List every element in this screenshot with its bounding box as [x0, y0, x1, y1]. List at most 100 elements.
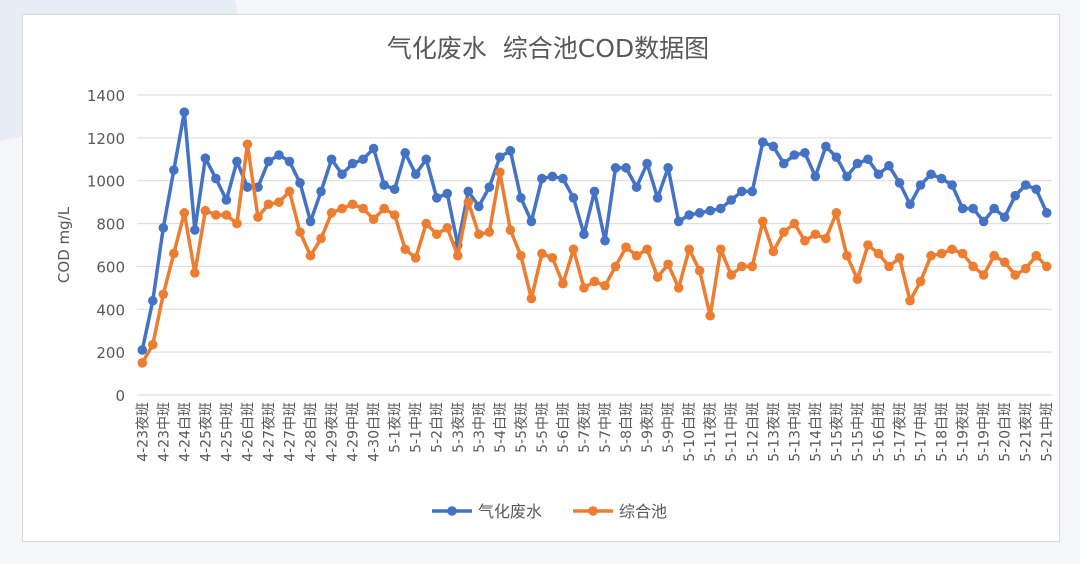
- x-tick-label: 5-13夜班: [766, 402, 782, 462]
- data-point: [999, 212, 1010, 222]
- data-point: [495, 167, 505, 177]
- x-tick-label: 4-25夜班: [198, 402, 214, 462]
- data-point: [410, 253, 421, 263]
- y-tick-label: 600: [96, 258, 125, 276]
- x-tick-label: 5-15中班: [850, 402, 866, 462]
- y-tick-label: 800: [96, 216, 125, 234]
- data-point: [421, 218, 432, 229]
- data-point: [621, 242, 631, 252]
- data-point: [863, 240, 873, 250]
- x-tick-label: 5-12白班: [745, 402, 761, 462]
- data-point: [347, 158, 358, 169]
- data-point: [431, 193, 442, 203]
- data-point: [274, 197, 284, 207]
- data-point: [631, 250, 642, 261]
- data-point: [526, 293, 537, 304]
- x-tick-label: 4-24白班: [177, 402, 193, 462]
- data-point: [947, 180, 957, 190]
- data-point: [694, 265, 705, 276]
- data-point: [558, 278, 568, 289]
- x-tick-label: 5-20白班: [998, 402, 1014, 462]
- data-point: [316, 186, 326, 197]
- x-tick-label: 5-13中班: [787, 402, 803, 462]
- x-tick-label: 4-23夜班: [135, 402, 151, 462]
- data-point: [736, 186, 747, 197]
- data-point: [905, 295, 915, 306]
- data-point: [842, 171, 852, 182]
- series-line: [140, 142, 1048, 364]
- y-tick-label: 400: [96, 301, 125, 319]
- x-tick-label: 5-5夜班: [514, 402, 530, 453]
- data-point: [989, 250, 999, 261]
- x-tick-label: 5-5中班: [535, 402, 551, 453]
- data-point: [768, 141, 779, 152]
- x-tick-label: 5-3中班: [472, 402, 488, 453]
- data-point: [484, 227, 495, 237]
- data-point: [1010, 270, 1020, 280]
- data-point: [736, 261, 747, 272]
- data-point: [663, 259, 673, 270]
- data-point: [169, 165, 179, 175]
- chart-title: 气化废水 综合池COD数据图: [387, 34, 709, 63]
- data-point: [842, 250, 852, 261]
- gridlines: [137, 94, 1052, 396]
- data-point: [169, 248, 179, 259]
- data-point: [684, 244, 694, 255]
- data-point: [884, 160, 894, 171]
- data-point: [452, 250, 463, 261]
- x-tick-label: 5-15夜班: [829, 402, 845, 462]
- x-tick-label: 5-9夜班: [640, 402, 656, 453]
- x-tick-label: 5-7中班: [598, 402, 614, 453]
- data-point: [978, 216, 989, 227]
- legend: 气化废水 综合池: [432, 502, 667, 521]
- data-point: [894, 253, 905, 263]
- data-point: [779, 227, 789, 237]
- data-point: [526, 216, 537, 227]
- data-point: [484, 182, 495, 192]
- x-tick-label: 5-14白班: [808, 402, 824, 462]
- data-point: [800, 148, 810, 158]
- data-point: [652, 272, 663, 282]
- data-point: [968, 203, 978, 214]
- x-tick-label: 5-1夜班: [388, 402, 404, 453]
- x-tick-label: 5-16白班: [871, 402, 887, 462]
- x-axis-ticks: 4-23夜班 4-23中班 4-24白班 4-25夜班 4-25中班 4-26白班 4-27…: [135, 402, 1055, 462]
- y-axis-ticks: 0 200 400 600 800 1000 1200 1400: [87, 87, 125, 405]
- x-tick-label: 4-26白班: [240, 402, 256, 462]
- y-tick-label: 200: [96, 344, 125, 362]
- data-point: [779, 158, 789, 169]
- data-point: [726, 195, 737, 205]
- data-point: [1020, 263, 1031, 274]
- data-point: [389, 184, 400, 195]
- x-tick-label: 4-23中班: [156, 402, 172, 462]
- data-point: [295, 227, 305, 237]
- x-tick-label: 4-29中班: [346, 402, 362, 462]
- data-point: [715, 244, 726, 255]
- data-point: [694, 208, 705, 218]
- data-point: [305, 216, 316, 227]
- legend-marker: [588, 506, 598, 516]
- data-point: [757, 137, 768, 147]
- data-point: [190, 268, 200, 278]
- data-point: [600, 235, 610, 246]
- data-point: [158, 289, 169, 300]
- data-point: [421, 154, 432, 165]
- data-point: [915, 276, 926, 287]
- x-tick-label: 5-7夜班: [577, 402, 593, 453]
- data-point: [200, 205, 211, 216]
- data-point: [537, 248, 547, 259]
- data-point: [947, 244, 957, 255]
- data-point: [505, 145, 516, 156]
- data-point: [705, 205, 715, 216]
- data-point: [232, 156, 242, 167]
- data-point: [242, 139, 253, 150]
- data-point: [821, 141, 831, 152]
- data-point: [831, 208, 842, 218]
- data-point: [673, 283, 684, 293]
- series-line: [140, 110, 1049, 351]
- y-tick-label: 1000: [87, 173, 125, 191]
- y-tick-label: 1200: [87, 130, 125, 148]
- data-point: [610, 261, 621, 272]
- data-point: [463, 186, 474, 197]
- x-tick-label: 5-1中班: [409, 402, 425, 453]
